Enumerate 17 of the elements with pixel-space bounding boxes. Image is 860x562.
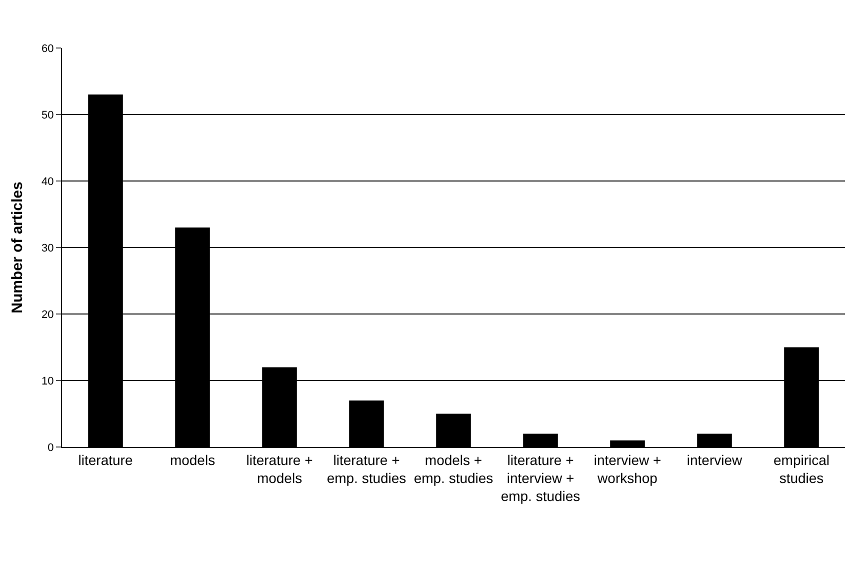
x-tick-label: models + emp. studies <box>414 452 494 486</box>
y-tick-label: 50 <box>42 109 54 122</box>
y-tick-label: 10 <box>42 375 54 388</box>
x-tick-label: interview + workshop <box>594 452 662 486</box>
y-tick-label: 0 <box>48 442 54 454</box>
x-tick-label: literature + models <box>246 452 313 486</box>
x-tick-label: models <box>170 452 216 468</box>
y-tick-label: 30 <box>42 242 54 254</box>
y-tick-label: 20 <box>42 308 54 321</box>
y-tick-label: 60 <box>42 42 54 55</box>
x-tick-label: interview <box>686 452 744 468</box>
y-tick-label: 40 <box>42 176 54 188</box>
x-tick-label: empirical studies <box>773 452 830 486</box>
x-tick-label: literature + interview + emp. studies <box>500 452 580 504</box>
x-tick-label: literature + emp. studies <box>326 452 406 486</box>
x-tick-label: literature <box>78 452 133 468</box>
y-axis-title: Number of articles <box>8 182 26 314</box>
